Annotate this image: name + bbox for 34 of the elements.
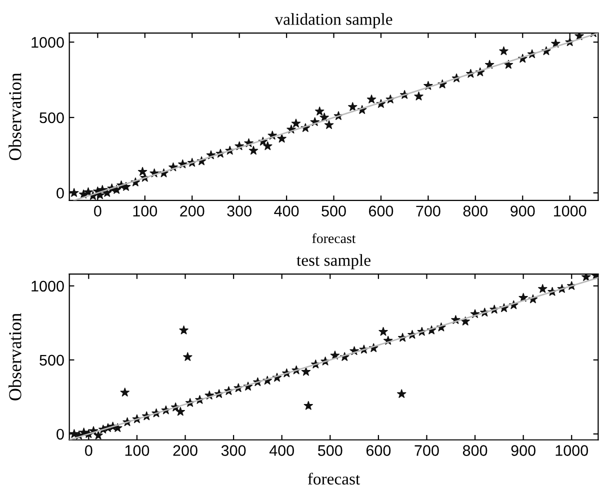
x-tick-label: 800 xyxy=(462,445,488,456)
x-tick-label: 1000 xyxy=(554,206,586,216)
x-tick-label: 500 xyxy=(318,445,342,456)
x-tick-label: 600 xyxy=(369,206,394,216)
x-tick-label: 900 xyxy=(511,445,536,456)
x-tick-label: 800 xyxy=(463,206,488,216)
x-tick-label: 200 xyxy=(173,445,198,456)
x-tick-label: 900 xyxy=(510,206,535,216)
x-axis-title: forecast xyxy=(308,472,360,485)
y-tick-label: 500 xyxy=(40,354,64,366)
chart-title: validation sample xyxy=(274,13,392,28)
x-tick-label: 300 xyxy=(221,445,246,456)
y-axis-title: Observation xyxy=(8,72,22,160)
chart-title: test sample xyxy=(296,254,370,270)
y-tick-label: 0 xyxy=(56,188,64,199)
y-tick-label: 500 xyxy=(40,112,64,124)
x-axis-title: forecast xyxy=(312,233,356,244)
x-tick-label: 400 xyxy=(274,206,299,216)
y-tick-label: 1000 xyxy=(32,36,64,48)
x-tick-label: 300 xyxy=(227,206,252,216)
x-tick-label: 700 xyxy=(416,206,440,216)
x-tick-label: 100 xyxy=(125,445,150,456)
x-tick-label: 700 xyxy=(414,445,439,456)
x-tick-label: 600 xyxy=(366,445,391,456)
y-axis-title: Observation xyxy=(8,313,22,400)
x-tick-label: 1000 xyxy=(556,445,588,456)
x-tick-label: 200 xyxy=(180,206,204,216)
x-tick-label: 0 xyxy=(85,445,92,456)
x-tick-label: 500 xyxy=(322,206,346,216)
x-tick-label: 400 xyxy=(269,445,294,456)
x-tick-label: 100 xyxy=(133,206,158,216)
y-tick-label: 1000 xyxy=(32,280,64,292)
x-tick-label: 0 xyxy=(94,206,102,216)
y-tick-label: 0 xyxy=(56,428,64,440)
